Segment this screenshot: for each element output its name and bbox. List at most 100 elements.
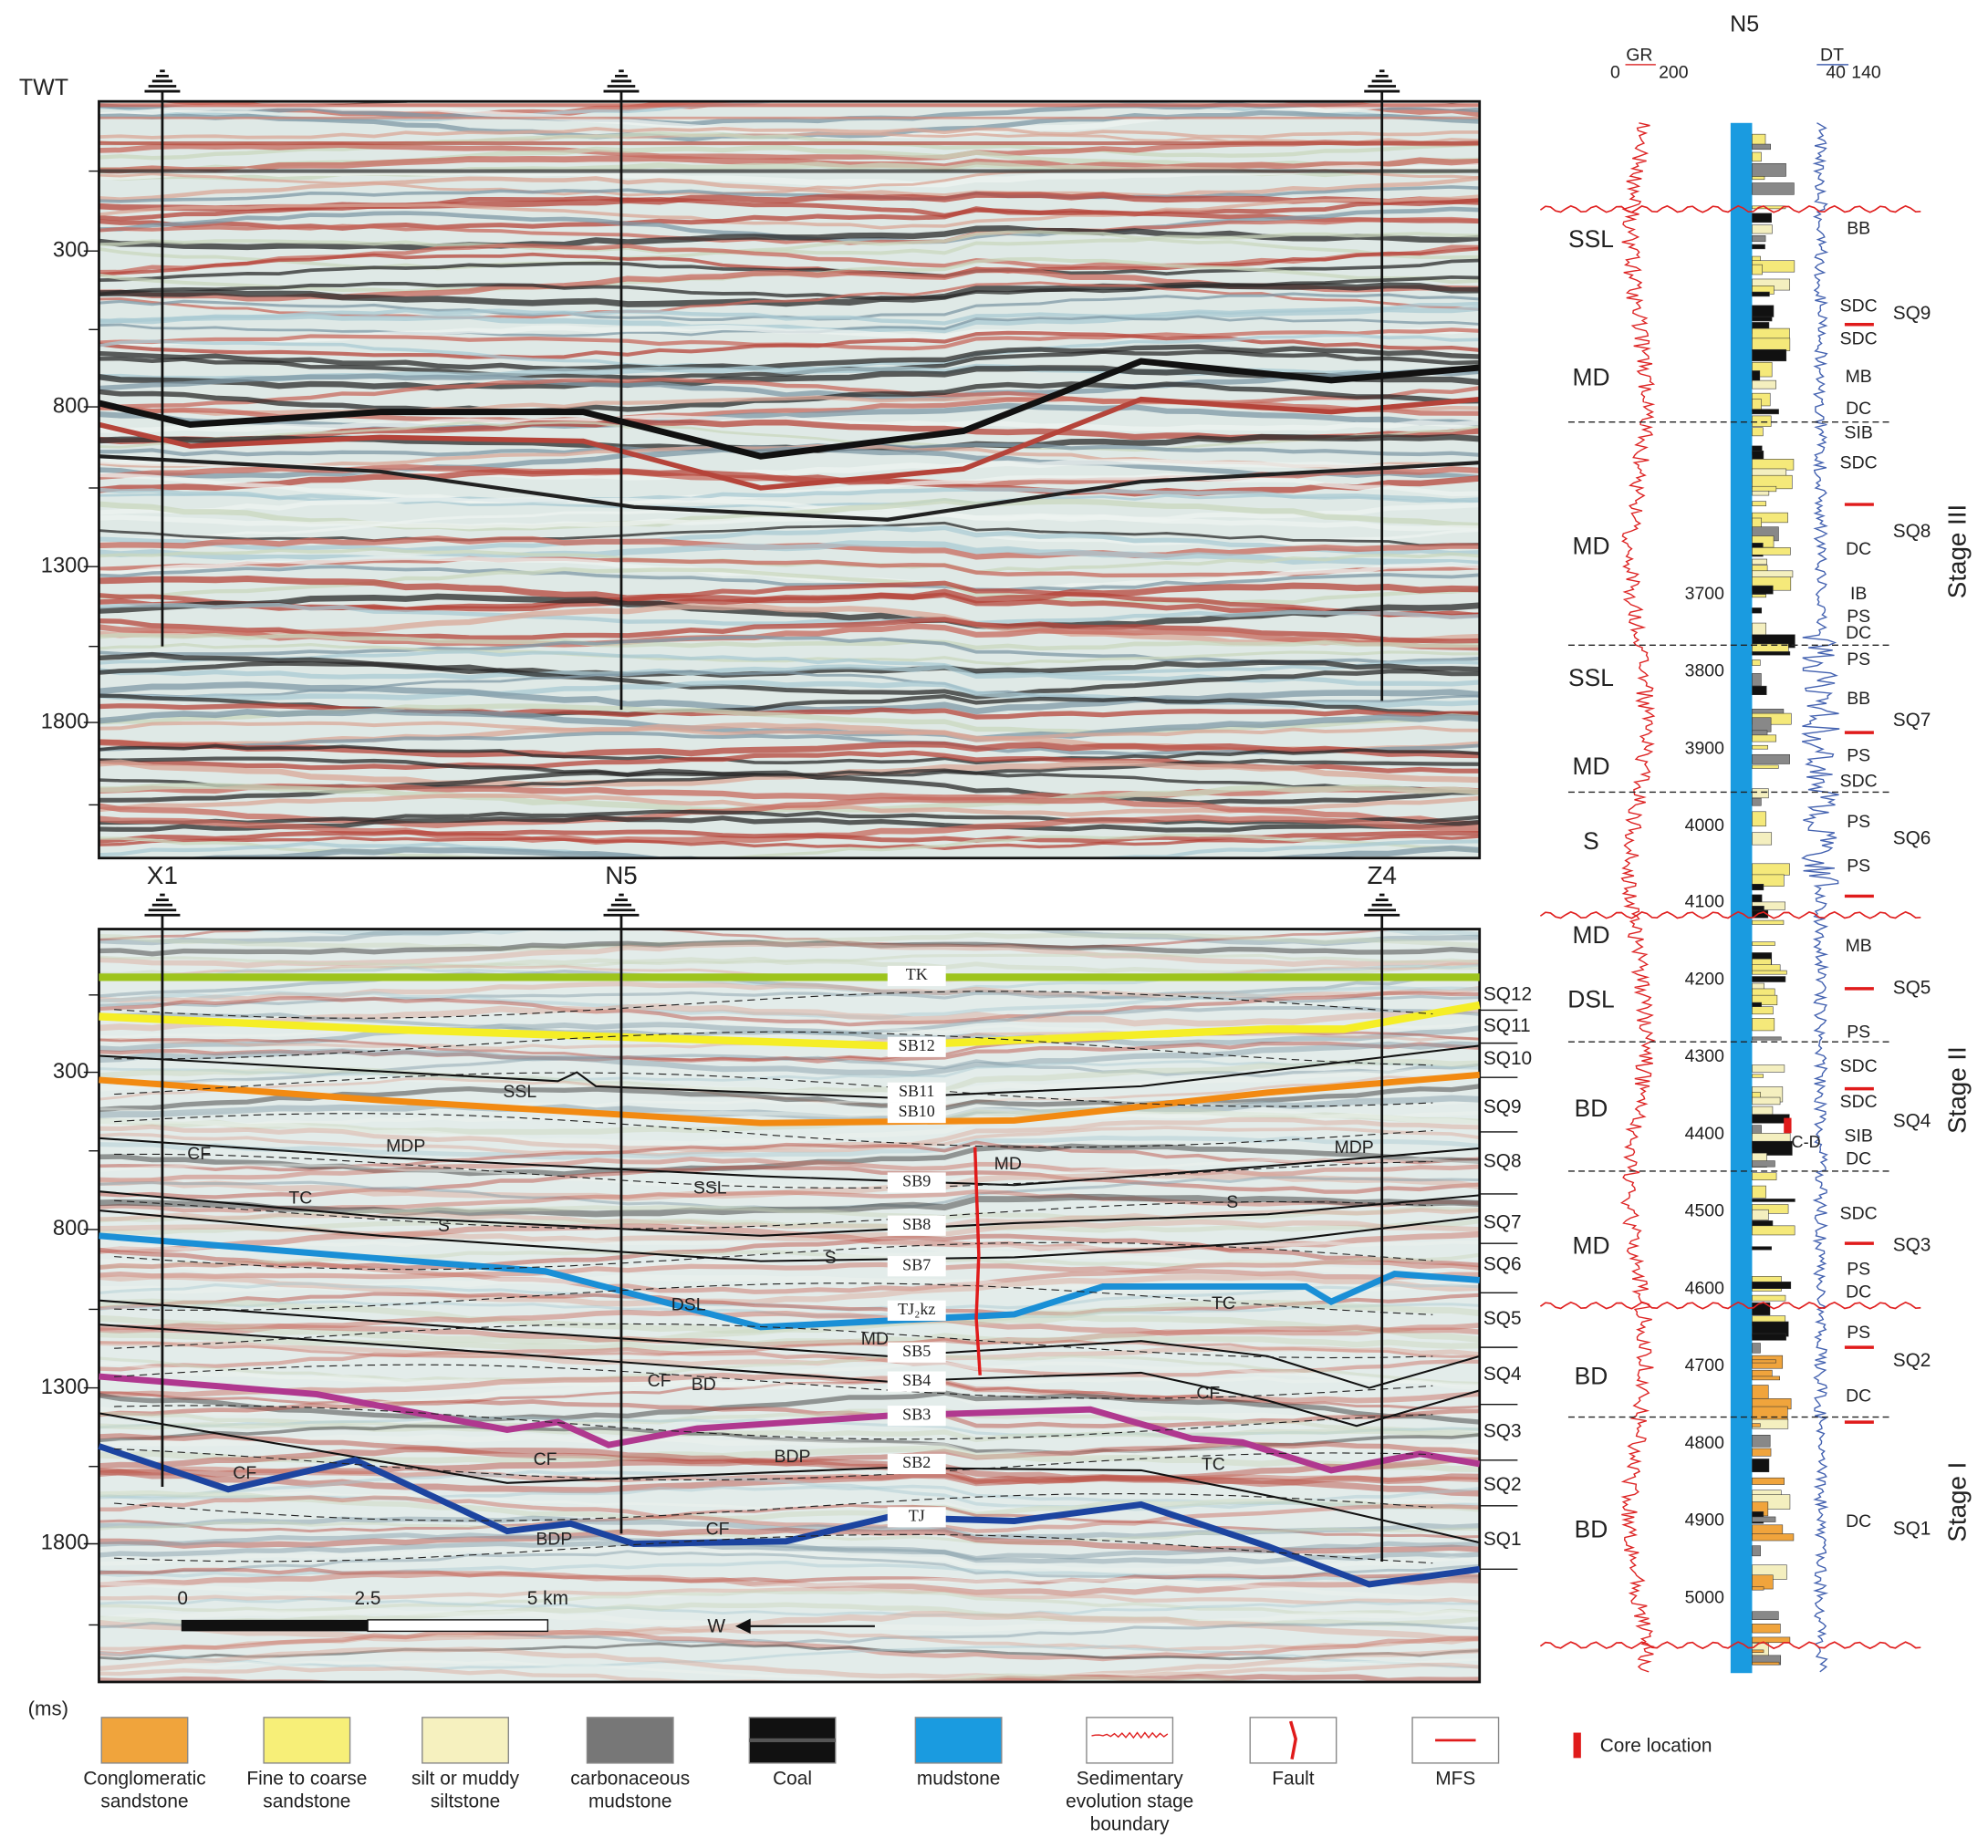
facies-boundary: [114, 1282, 1433, 1315]
depth-label: 4800: [1685, 1433, 1724, 1453]
lithology-bed: [1752, 162, 1786, 177]
reflector: [99, 981, 1480, 1003]
facies-label: TC: [1202, 1454, 1225, 1474]
subfacies-label: DC: [1846, 623, 1871, 643]
reflector: [99, 1645, 1480, 1671]
legend-swatch: [586, 1717, 674, 1764]
reflector: [99, 306, 1480, 334]
facies-boundary: [114, 1364, 1433, 1399]
facies-label: MD: [1572, 921, 1609, 949]
lithology-bed: [1752, 1114, 1790, 1124]
reflector: [99, 1165, 1480, 1199]
lithology-bed: [1752, 151, 1762, 162]
lithology-bed: [1752, 797, 1762, 806]
reflector: [99, 1515, 1480, 1541]
facies-label: BDP: [536, 1529, 572, 1549]
stage-label: Stage III: [1942, 504, 1971, 598]
lithology-bed: [1752, 585, 1774, 595]
lithology-bed: [1752, 1225, 1795, 1236]
reflector: [99, 1611, 1480, 1643]
subfacies-label: SDC: [1840, 453, 1878, 473]
time-tick-label: 800: [53, 394, 88, 418]
reflector: [99, 1398, 1480, 1428]
sequence-label: SQ2: [1893, 1350, 1931, 1371]
subfacies-label: SDC: [1840, 296, 1878, 316]
sequence-label: SQ8: [1893, 521, 1931, 542]
lithology-bed: [1752, 753, 1790, 764]
lithology-bed: [1752, 415, 1772, 427]
horizon-label-box: [887, 965, 946, 987]
mudstone-column: [1730, 122, 1753, 1674]
reflector: [99, 1589, 1480, 1616]
reflector: [99, 969, 1480, 1000]
reflector: [99, 991, 1480, 1008]
curve-name: GR: [1626, 45, 1652, 65]
lithology-bed: [1752, 874, 1785, 887]
well-label: X1: [147, 861, 178, 889]
lithology-bed: [1752, 1140, 1793, 1156]
lithology-bed: [1752, 1036, 1782, 1041]
horizon: [99, 1412, 1480, 1544]
horizon-label-box: [887, 1300, 946, 1321]
subfacies-label: SDC: [1840, 1203, 1878, 1223]
subfacies-label: SDC: [1840, 772, 1878, 792]
subfacies-label: PS: [1847, 857, 1870, 877]
reflector: [99, 1571, 1480, 1597]
sequence-label: SQ1: [1483, 1529, 1522, 1550]
facies-boundary: [114, 1031, 1433, 1066]
lithology-bed: [1752, 1343, 1761, 1354]
horizon-label: SB8: [902, 1215, 931, 1233]
reflector: [99, 681, 1480, 715]
reflector: [99, 493, 1480, 510]
reflector: [99, 952, 1480, 969]
facies-label: SSL: [693, 1178, 727, 1199]
reflector: [99, 1143, 1480, 1177]
lithology-bed: [1752, 1185, 1766, 1199]
reflector: [99, 1095, 1480, 1123]
legend-swatch: [1086, 1717, 1174, 1764]
panel-frame: [98, 99, 1482, 860]
lithology-bed: [1752, 1406, 1788, 1421]
lithology-bed: [1752, 1172, 1777, 1180]
lithology-bed: [1752, 316, 1773, 322]
subfacies-label: SIB: [1845, 422, 1873, 442]
reflector: [99, 1495, 1480, 1533]
subfacies-label: DC: [1846, 1282, 1871, 1303]
legend-label: sandstone: [263, 1791, 350, 1812]
lithology-bed: [1752, 1649, 1764, 1653]
horizon-label-box: [887, 1406, 946, 1427]
sequence-label: SQ10: [1483, 1048, 1532, 1069]
reflector: [99, 194, 1480, 230]
facies-label: S: [1226, 1192, 1238, 1212]
sequence-label: SQ4: [1893, 1110, 1931, 1131]
reflector: [99, 1390, 1480, 1425]
reflector: [99, 1292, 1480, 1316]
subfacies-label: PS: [1847, 649, 1870, 670]
subfacies-label: BB: [1847, 689, 1870, 709]
lithology-bed: [1752, 348, 1787, 362]
lithology-bed: [1752, 717, 1772, 732]
reflector: [801, 929, 1043, 932]
horizon: [99, 1232, 1480, 1331]
reflector: [99, 1361, 1480, 1390]
reflector: [99, 566, 1480, 605]
reflector: [99, 1597, 1480, 1617]
subfacies-label: BB: [1847, 219, 1870, 239]
reflector: [99, 1340, 1480, 1367]
reflector: [99, 1567, 1480, 1585]
horizon-label: SB7: [902, 1255, 931, 1273]
time-tick-label: 300: [53, 238, 88, 262]
lithology-bed: [1752, 224, 1773, 234]
facies-label: BD: [1575, 1516, 1608, 1543]
reflector: [99, 1433, 1480, 1459]
reflector: [172, 929, 1480, 938]
horizon: [99, 1001, 1481, 1050]
horizon-label-box: [887, 1256, 946, 1277]
reflector: [99, 511, 1480, 532]
reflector: [99, 230, 1480, 271]
lithology-bed: [1752, 379, 1776, 389]
lithology-bed: [1752, 512, 1788, 524]
reflector: [99, 1135, 1480, 1160]
